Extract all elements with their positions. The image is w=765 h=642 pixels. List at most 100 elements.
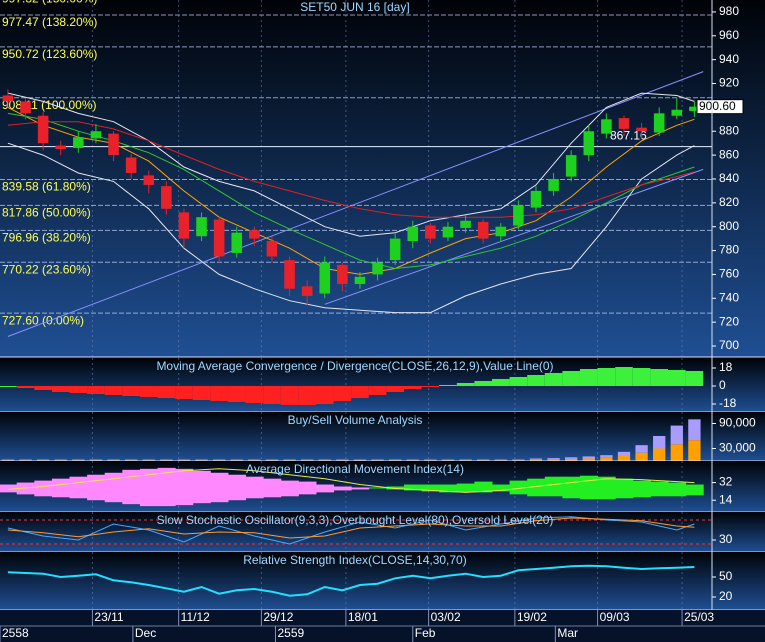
volume-bar (336, 459, 349, 461)
volume-bar (389, 459, 402, 461)
candle-body (55, 145, 67, 150)
macd-bar (386, 386, 404, 392)
overlay-line (7, 112, 695, 270)
fib-label: 770.22 (23.60%) (2, 262, 91, 276)
x-tick-label: 03/02 (431, 610, 461, 624)
volume-bar (670, 425, 683, 445)
di-band (139, 468, 159, 507)
candle-body (425, 225, 436, 239)
di-band (298, 481, 317, 495)
volume-bar (547, 459, 560, 461)
candle-body (442, 226, 454, 238)
fib-label: 977.47 (138.20%) (2, 15, 97, 29)
x-tick-label: 09/03 (600, 610, 630, 624)
trend-line (7, 71, 704, 337)
macd-bar (351, 386, 369, 398)
volume-bar (529, 458, 543, 460)
macd-bar (368, 386, 387, 395)
macd-bar (509, 377, 528, 386)
candle-body (530, 190, 542, 208)
di-band (280, 480, 299, 497)
volume-bar (177, 459, 191, 461)
y-tick-label: 700 (719, 338, 739, 352)
di-band (368, 487, 387, 489)
candle-body (213, 219, 225, 257)
fib-label: 839.58 (61.80%) (2, 180, 91, 194)
macd-bar (456, 383, 475, 386)
di-band (509, 480, 528, 495)
overlay-line (7, 142, 695, 314)
y-tick-label: 50 (719, 569, 733, 583)
volume-bar (265, 459, 279, 461)
y-tick-label: 840 (719, 171, 739, 185)
volume-bar (688, 419, 701, 441)
candle-body (319, 262, 331, 294)
macd-bar (69, 386, 88, 393)
volume-bar (600, 455, 613, 458)
macd-bar (175, 386, 193, 399)
y-tick-label: 20 (719, 589, 733, 603)
volume-bar (142, 459, 155, 461)
overlay-line (7, 92, 695, 237)
period-label: Mar (557, 626, 578, 640)
volume-bar (688, 440, 701, 461)
macd-bar (597, 368, 616, 386)
panel-background (0, 512, 765, 552)
volume-bar (582, 456, 595, 459)
di-band (632, 480, 651, 498)
x-tick-label: 19/02 (517, 610, 547, 624)
macd-bar (491, 379, 510, 386)
di-band (421, 484, 440, 492)
y-tick-label: 32 (719, 475, 733, 489)
y-tick-label: 780 (719, 243, 739, 257)
volume-bar (54, 459, 67, 461)
di-band (87, 474, 106, 501)
panel (0, 512, 712, 552)
di-band (351, 487, 370, 490)
y-tick-label: 14 (719, 492, 733, 506)
candle-body (618, 118, 630, 129)
di-band (474, 481, 493, 493)
di-band (456, 483, 475, 493)
macd-bar (34, 386, 52, 390)
di-band (16, 482, 35, 495)
macd-bar (333, 386, 352, 401)
candle-body (196, 217, 207, 237)
volume-bar (19, 459, 32, 461)
volume-bar (565, 458, 578, 461)
panel-title: Average Directional Movement Index(14) (246, 462, 464, 476)
candle-body (108, 133, 119, 156)
y-tick-label: 940 (719, 52, 739, 66)
candle-body (90, 131, 102, 139)
macd-bar (263, 386, 281, 404)
macd-bar (544, 373, 563, 386)
indicator-line (7, 517, 695, 539)
period-label: Feb (415, 626, 436, 640)
di-band (527, 478, 546, 497)
di-band (333, 486, 352, 491)
volume-bar (230, 459, 243, 461)
candle-body (460, 220, 471, 228)
panel: 997.32 (150.00%) 977.47 (138.20%) 950.72 (… (0, 0, 712, 357)
last-price-label: 900.60 (699, 99, 736, 113)
di-band (122, 469, 141, 505)
volume-bar (459, 459, 472, 461)
macd-bar (87, 386, 105, 394)
indicator-line (7, 564, 695, 597)
candle-body (73, 137, 84, 148)
fib-label: 817.86 (50.00%) (2, 206, 91, 220)
volume-bar (124, 459, 138, 461)
y-tick-label: 740 (719, 290, 739, 304)
x-tick-label: 29/12 (263, 610, 293, 624)
volume-bar (617, 456, 631, 461)
panel-background (0, 0, 765, 357)
panel-title: Relative Strength Index(CLOSE,14,30,70) (243, 553, 466, 567)
candle-body (477, 221, 489, 239)
volume-bar (212, 459, 226, 461)
macd-bar (157, 386, 176, 398)
volume-bar (635, 452, 648, 461)
candle-body (37, 115, 49, 144)
adx-line (7, 468, 695, 493)
period-label: Dec (135, 626, 156, 640)
